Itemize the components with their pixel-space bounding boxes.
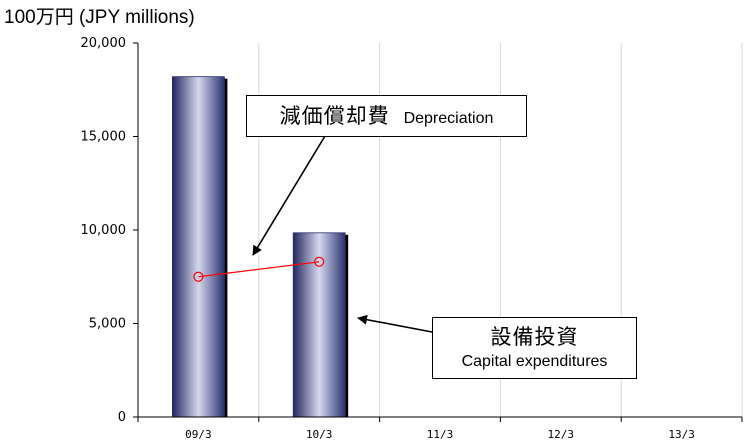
x-tick-label: 13/3 [668, 428, 695, 441]
x-tick-label: 11/3 [427, 428, 454, 441]
depreciation-line [198, 261, 320, 278]
depreciation-callout-arrow [252, 135, 326, 256]
depreciation-callout-jp: 減価償却費 [279, 104, 390, 128]
y-tick-label: 20,000 [81, 36, 127, 51]
x-tick-label: 09/3 [185, 428, 212, 441]
y-tick-label: 15,000 [81, 130, 127, 145]
capex-callout-jp: 設備投資 [490, 325, 579, 349]
x-tick-label: 10/3 [306, 428, 333, 441]
x-tick-label: 12/3 [548, 428, 575, 441]
depreciation-point [314, 256, 325, 267]
depreciation-point [193, 271, 204, 282]
capex-callout: 設備投資 Capital expenditures [432, 317, 637, 379]
y-tick-label: 10,000 [81, 223, 127, 238]
capex-callout-en: Capital expenditures [461, 353, 608, 370]
capex-bar [171, 76, 225, 418]
depreciation-callout-en: Depreciation [403, 110, 494, 127]
capex-callout-arrow [357, 314, 433, 333]
y-axis-unit-label: 100万円 (JPY millions) [4, 7, 195, 28]
y-tick-label: 0 [118, 410, 126, 425]
y-tick-label: 5,000 [89, 317, 126, 332]
depreciation-callout: 減価償却費 Depreciation [246, 95, 527, 137]
capex-bar [292, 232, 346, 418]
